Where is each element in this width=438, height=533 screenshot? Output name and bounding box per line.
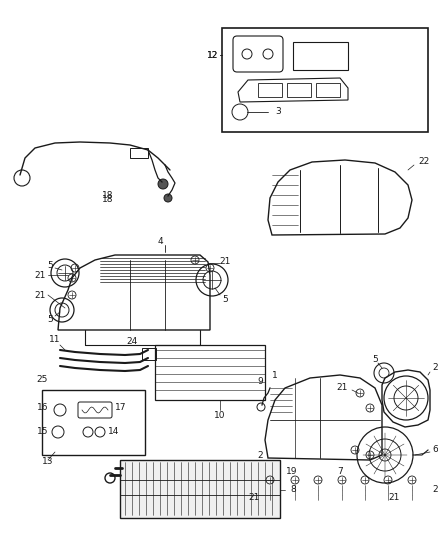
Bar <box>287 83 311 97</box>
Text: 18: 18 <box>102 196 114 205</box>
Text: 2: 2 <box>257 450 263 459</box>
Text: 4: 4 <box>157 238 163 246</box>
Text: 21: 21 <box>219 257 231 266</box>
Text: 3: 3 <box>275 108 281 117</box>
Text: 7: 7 <box>337 467 343 477</box>
Text: 15: 15 <box>36 427 48 437</box>
Text: 13: 13 <box>42 457 54 466</box>
Text: 12: 12 <box>207 51 218 60</box>
Text: 23: 23 <box>432 486 438 495</box>
Text: 5: 5 <box>47 261 53 270</box>
Text: 12: 12 <box>207 51 218 60</box>
Text: 17: 17 <box>115 403 127 413</box>
Text: 20: 20 <box>432 364 438 373</box>
Bar <box>293 42 348 70</box>
Text: 6: 6 <box>432 446 438 455</box>
Text: 10: 10 <box>214 410 226 419</box>
Text: 11: 11 <box>49 335 61 344</box>
Bar <box>142 348 156 360</box>
Text: 18: 18 <box>102 190 114 199</box>
Bar <box>258 83 282 97</box>
Text: 8: 8 <box>290 486 296 495</box>
Text: 22: 22 <box>418 157 429 166</box>
Text: 21: 21 <box>389 494 400 503</box>
Text: 14: 14 <box>108 427 120 437</box>
Circle shape <box>158 179 168 189</box>
Text: 5: 5 <box>47 316 53 325</box>
Text: 9: 9 <box>257 377 263 386</box>
Text: 21: 21 <box>249 494 260 503</box>
Text: 16: 16 <box>36 403 48 413</box>
Bar <box>120 460 280 518</box>
Text: 21: 21 <box>337 384 348 392</box>
Text: 24: 24 <box>127 337 138 346</box>
Text: 19: 19 <box>286 467 298 477</box>
Bar <box>42 390 145 455</box>
Circle shape <box>164 194 172 202</box>
Text: 21: 21 <box>34 290 46 300</box>
Text: 21: 21 <box>34 271 46 279</box>
Bar <box>222 28 428 132</box>
Bar <box>130 148 148 158</box>
Bar <box>155 345 265 400</box>
Text: 25: 25 <box>37 376 48 384</box>
Text: 5: 5 <box>222 295 228 304</box>
Bar <box>316 83 340 97</box>
Text: 1: 1 <box>272 370 278 379</box>
Text: 5: 5 <box>372 356 378 365</box>
